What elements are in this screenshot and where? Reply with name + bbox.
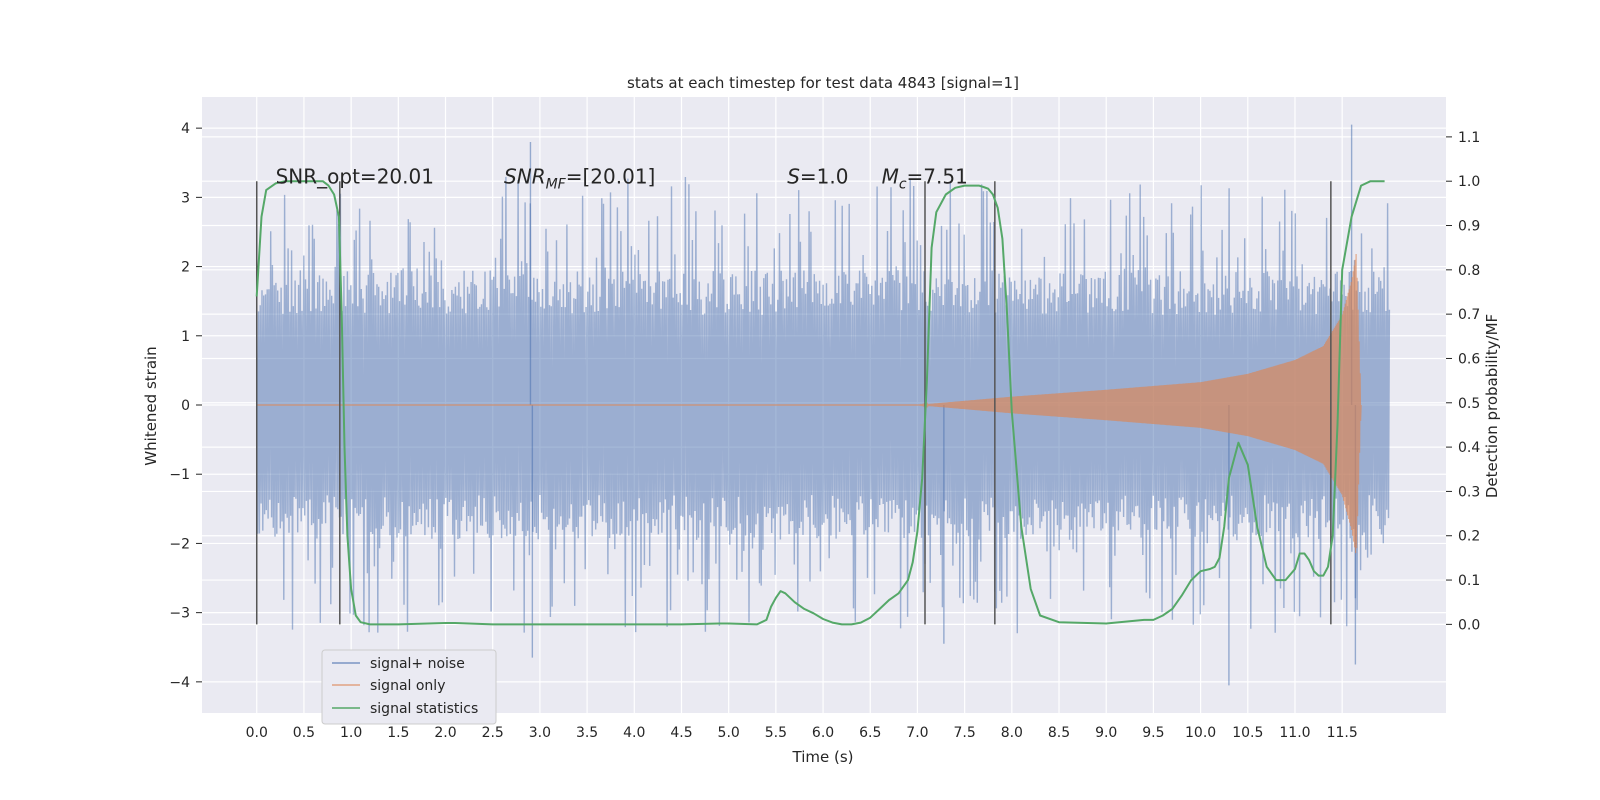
- x-tick-label: 2.5: [482, 725, 504, 741]
- y-tick-label: 4: [181, 121, 190, 137]
- annotation-label: S=1.0: [787, 165, 848, 189]
- x-tick-label: 10.0: [1185, 725, 1216, 741]
- y-tick-label: 1: [181, 329, 190, 345]
- right-y-tick-label: 0.5: [1458, 396, 1480, 412]
- x-tick-label: 11.5: [1327, 725, 1358, 741]
- right-y-tick-label: 1.1: [1458, 130, 1480, 146]
- x-tick-label: 3.0: [529, 725, 551, 741]
- x-tick-label: 9.5: [1142, 725, 1164, 741]
- x-tick-label: 0.5: [293, 725, 315, 741]
- signal-plus-noise-series: [256, 124, 1391, 686]
- x-tick-label: 11.0: [1279, 725, 1310, 741]
- x-tick-label: 0.0: [246, 725, 268, 741]
- y-tick-label: −2: [169, 536, 190, 552]
- x-tick-label: 9.0: [1095, 725, 1117, 741]
- x-tick-label: 5.5: [765, 725, 787, 741]
- y-axis-ticks: 4 3 2 1 0 −1 −2 −3 −4: [169, 121, 202, 691]
- x-tick-label: 1.0: [340, 725, 362, 741]
- x-tick-label: 6.0: [812, 725, 834, 741]
- x-tick-label: 7.5: [954, 725, 976, 741]
- right-y-tick-label: 0.4: [1458, 440, 1480, 456]
- right-y-axis-label: Detection probability/MF: [1483, 314, 1501, 498]
- legend: signal+ noise signal only signal statist…: [321, 649, 497, 725]
- signal-plus-noise-line: [256, 176, 1391, 634]
- signal-only-series: [256, 253, 1362, 554]
- right-y-tick-label: 0.6: [1458, 351, 1480, 367]
- y-tick-label: 3: [181, 190, 190, 206]
- y-tick-label: −3: [169, 606, 190, 622]
- chart-title: stats at each timestep for test data 484…: [627, 74, 1019, 92]
- right-y-tick-label: 0.3: [1458, 484, 1480, 500]
- x-tick-label: 10.5: [1232, 725, 1263, 741]
- annotation-label: SNRMF=[20.01]: [504, 165, 655, 193]
- y-tick-label: −4: [169, 675, 190, 691]
- annotation-label: SNR_opt=20.01: [276, 165, 434, 189]
- x-tick-label: 2.0: [434, 725, 456, 741]
- right-y-tick-label: 0.1: [1458, 573, 1480, 589]
- x-axis-label: Time (s): [792, 748, 854, 766]
- annotations: SNR_opt=20.01 SNRMF=[20.01] S=1.0 Mc=7.51: [276, 165, 968, 193]
- x-tick-label: 1.5: [387, 725, 409, 741]
- x-tick-label: 8.0: [1001, 725, 1023, 741]
- y-tick-label: 0: [181, 398, 190, 414]
- x-tick-label: 8.5: [1048, 725, 1070, 741]
- right-y-tick-label: 0.0: [1458, 617, 1480, 633]
- x-tick-label: 3.5: [576, 725, 598, 741]
- right-y-axis-ticks: 1.1 1.0 0.9 0.8 0.7 0.6 0.5 0.4 0.3 0.2 0.1 0.0: [1446, 130, 1480, 633]
- annotation-label: Mc=7.51: [882, 165, 968, 193]
- signal-statistics-series: [255, 180, 1385, 626]
- y-axis-label: Whitened strain: [142, 346, 160, 465]
- x-tick-label: 7.0: [906, 725, 928, 741]
- legend-box: [321, 649, 497, 725]
- signal-only-line: [917, 253, 1362, 554]
- right-y-tick-label: 0.2: [1458, 529, 1480, 545]
- x-tick-label: 4.5: [670, 725, 692, 741]
- y-tick-label: −1: [169, 467, 190, 483]
- legend-label-signal-statistics: signal statistics: [370, 701, 478, 717]
- legend-label-signal-noise: signal+ noise: [370, 656, 465, 672]
- signal-statistics-line: [255, 180, 1385, 626]
- right-y-tick-label: 0.8: [1458, 263, 1480, 279]
- right-y-tick-label: 0.7: [1458, 307, 1480, 323]
- x-axis-ticks: 0.0 0.5 1.0 1.5 2.0 2.5 3.0 3.5 4.0 4.5 5.0 5.5 6.0 6…: [246, 725, 1358, 741]
- x-tick-label: 5.0: [718, 725, 740, 741]
- right-y-tick-label: 1.0: [1458, 174, 1480, 190]
- x-tick-label: 6.5: [859, 725, 881, 741]
- right-y-tick-label: 0.9: [1458, 219, 1480, 235]
- legend-label-signal-only: signal only: [370, 678, 445, 694]
- x-tick-label: 4.0: [623, 725, 645, 741]
- y-tick-label: 2: [181, 260, 190, 276]
